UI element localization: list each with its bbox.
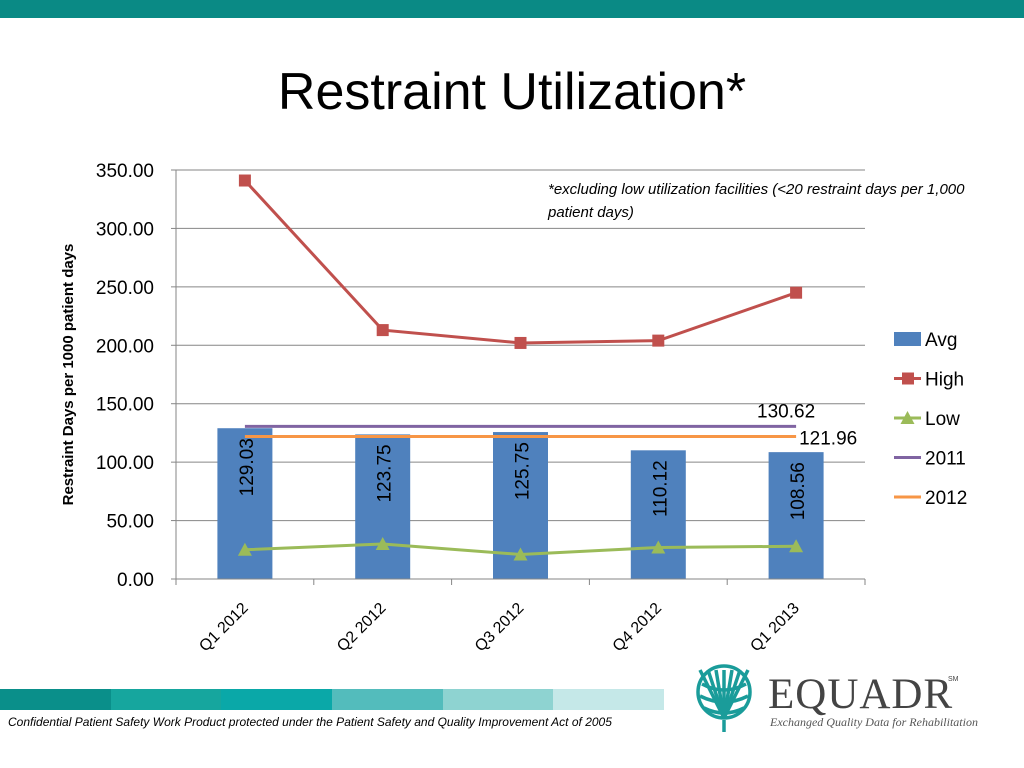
confidentiality-footer: Confidential Patient Safety Work Product… bbox=[8, 715, 612, 729]
stripe bbox=[553, 689, 665, 710]
legend-marker bbox=[902, 372, 914, 385]
y-tick-label: 200.00 bbox=[96, 336, 154, 357]
x-tick-label: Q1 2013 bbox=[747, 600, 802, 655]
bar-data-label: 110.12 bbox=[650, 460, 671, 517]
legend-label: 2012 bbox=[925, 488, 967, 509]
stripe bbox=[442, 689, 554, 710]
legend-swatch bbox=[894, 332, 921, 346]
bar bbox=[768, 452, 824, 579]
bar-data-label: 125.75 bbox=[513, 442, 534, 500]
service-mark: SM bbox=[948, 676, 959, 683]
stripe bbox=[332, 689, 443, 710]
legend-label: Avg bbox=[925, 330, 957, 351]
bar-data-label: 108.56 bbox=[788, 462, 809, 520]
legend-label: High bbox=[925, 370, 964, 391]
data-point bbox=[789, 539, 804, 553]
data-point bbox=[375, 536, 390, 550]
x-tick-label: Q3 2012 bbox=[472, 600, 527, 655]
x-tick-label: Q2 2012 bbox=[334, 600, 389, 655]
bar-data-label: 129.03 bbox=[237, 438, 258, 496]
brand-name: EQUADR bbox=[768, 671, 954, 718]
legend-label: Low bbox=[925, 409, 960, 430]
reference-label: 130.62 bbox=[757, 401, 815, 422]
footer-color-stripes bbox=[0, 689, 665, 710]
logo-stroke bbox=[701, 682, 747, 692]
logo-stroke bbox=[699, 694, 749, 704]
logo-stroke bbox=[703, 706, 745, 715]
chart-footnote: *excluding low utilization facilities (<… bbox=[548, 181, 965, 221]
data-point bbox=[652, 334, 665, 347]
brand-tagline: Exchanged Quality Data for Rehabilitatio… bbox=[770, 715, 978, 729]
data-point bbox=[238, 174, 251, 187]
data-point bbox=[651, 540, 666, 554]
bar bbox=[630, 450, 686, 579]
data-point bbox=[513, 547, 528, 561]
y-tick-label: 0.00 bbox=[117, 570, 154, 591]
equadr-logo-icon bbox=[696, 664, 752, 732]
y-tick-label: 250.00 bbox=[96, 278, 154, 299]
x-tick-label: Q1 2012 bbox=[196, 600, 251, 655]
bar-data-label: 123.75 bbox=[375, 444, 396, 502]
logo-stroke bbox=[722, 669, 750, 719]
y-tick-label: 350.00 bbox=[96, 161, 154, 182]
stripe bbox=[221, 689, 333, 710]
data-point bbox=[376, 324, 389, 337]
data-point bbox=[514, 336, 527, 349]
legend-marker bbox=[900, 411, 915, 424]
y-tick-label: 50.00 bbox=[106, 512, 154, 533]
y-tick-label: 150.00 bbox=[96, 395, 154, 416]
legend-label: 2011 bbox=[925, 449, 966, 470]
reference-label: 121.96 bbox=[799, 428, 857, 449]
data-point bbox=[790, 286, 803, 299]
y-tick-label: 100.00 bbox=[96, 453, 154, 474]
y-axis-title: Restraint Days per 1000 patient days bbox=[60, 244, 77, 506]
y-tick-label: 300.00 bbox=[96, 219, 154, 240]
slide-title: Restraint Utilization* bbox=[277, 63, 747, 121]
top-accent-bar bbox=[0, 0, 1024, 18]
stripe bbox=[0, 689, 111, 710]
x-tick-label: Q4 2012 bbox=[610, 600, 665, 655]
data-point bbox=[237, 542, 252, 556]
stripe bbox=[110, 689, 222, 710]
bar bbox=[355, 434, 411, 579]
